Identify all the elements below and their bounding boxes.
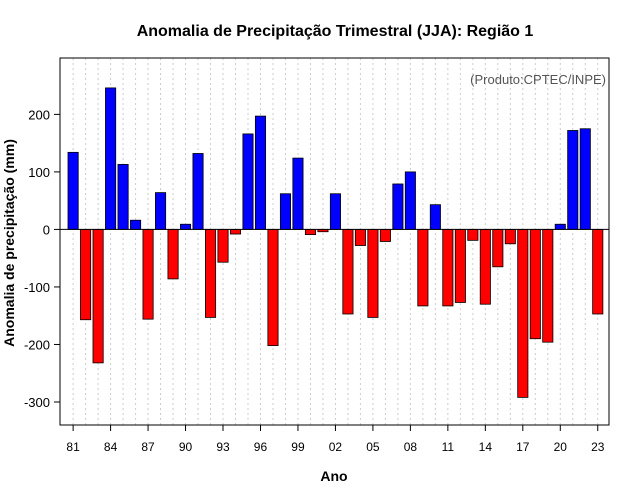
x-tick-label: 02 — [329, 440, 343, 454]
bar-2022 — [579, 128, 591, 230]
y-tick-label: 200 — [28, 107, 50, 122]
bar-1993 — [217, 229, 229, 263]
bar-1992 — [205, 229, 217, 318]
bar-1996 — [254, 115, 267, 230]
y-axis: -300 -200 -100 0 100 200 — [24, 107, 60, 410]
bar-1981 — [67, 151, 79, 230]
y-tick-label: -300 — [24, 395, 50, 410]
bar-2021 — [567, 130, 579, 230]
bar-2013 — [467, 229, 479, 241]
bar-2010 — [429, 204, 441, 230]
y-tick-label: -100 — [24, 280, 50, 295]
bar-2014 — [479, 229, 491, 305]
x-tick-label: 81 — [66, 440, 80, 454]
bar-1986 — [130, 219, 142, 230]
bar-1987 — [142, 229, 154, 320]
plot-frame — [59, 57, 610, 426]
x-tick-label: 87 — [141, 440, 155, 454]
bar-2005 — [367, 229, 379, 318]
bar-2012 — [454, 229, 466, 303]
bar-2015 — [492, 229, 504, 268]
bar-1997 — [267, 229, 279, 347]
bar-2018 — [529, 229, 541, 340]
bar-2007 — [392, 183, 404, 230]
x-tick-label: 90 — [179, 440, 193, 454]
bar-2011 — [442, 229, 454, 307]
x-tick-label: 11 — [442, 440, 455, 454]
x-tick-label: 96 — [254, 440, 268, 454]
credit-annotation: (Produto:CPTEC/INPE) — [470, 72, 606, 87]
bar-2016 — [504, 229, 516, 245]
bar-2008 — [404, 171, 416, 230]
bar-2009 — [417, 229, 429, 307]
bar-1991 — [192, 153, 204, 230]
bar-1995 — [242, 133, 254, 230]
bar-1994 — [229, 229, 242, 235]
bar-1999 — [292, 157, 304, 230]
x-axis: 81 84 87 90 93 96 99 02 05 08 11 14 17 20 23 — [66, 425, 605, 454]
bar-1988 — [155, 192, 167, 230]
x-tick-label: 99 — [291, 440, 305, 454]
y-tick-label: 100 — [28, 165, 50, 180]
x-tick-label: 23 — [591, 440, 605, 454]
bar-1985 — [117, 164, 129, 230]
chart-title: Anomalia de Precipitação Trimestral (JJA… — [137, 23, 534, 40]
bar-2023 — [592, 229, 604, 315]
x-tick-label: 14 — [479, 440, 493, 454]
x-tick-label: 93 — [216, 440, 230, 454]
x-tick-label: 08 — [404, 440, 418, 454]
y-tick-label: -200 — [24, 337, 50, 352]
bar-2003 — [342, 229, 354, 315]
bar-2002 — [329, 193, 341, 230]
x-tick-label: 05 — [366, 440, 380, 454]
bar-1983 — [92, 229, 104, 364]
bar-1982 — [80, 229, 92, 321]
x-tick-label: 17 — [516, 440, 530, 454]
x-tick-label: 84 — [104, 440, 118, 454]
bar-2004 — [354, 229, 366, 246]
bar-1998 — [279, 193, 291, 230]
y-axis-label: Anomalia de precipitação (mm) — [1, 139, 17, 347]
y-tick-label: 0 — [43, 222, 50, 237]
bar-1984 — [105, 87, 117, 230]
bar-2006 — [379, 229, 391, 242]
bar-1989 — [167, 229, 179, 280]
bar-2019 — [542, 229, 554, 343]
bar-2020 — [554, 223, 566, 230]
bar-2017 — [517, 229, 529, 398]
bar-2000 — [304, 229, 316, 235]
x-axis-label: Ano — [320, 468, 347, 484]
bar-1990 — [180, 223, 192, 230]
x-tick-label: 20 — [554, 440, 568, 454]
bars — [67, 87, 604, 398]
